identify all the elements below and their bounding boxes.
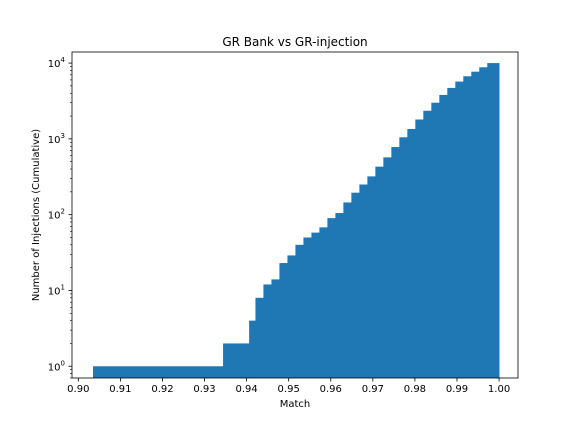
y-tick-exponent: 2 bbox=[61, 208, 65, 216]
y-tick-exponent: 1 bbox=[61, 283, 65, 291]
x-tick-label: 0.92 bbox=[151, 384, 173, 395]
x-axis-ticks: 0.90 0.91 0.92 0.93 0.94 0.95 0.96 0.97 0.98 0.99… bbox=[67, 378, 510, 395]
x-tick-label: 0.91 bbox=[109, 384, 131, 395]
histogram-bar-14 bbox=[343, 202, 352, 378]
histogram-bar-21 bbox=[399, 137, 408, 378]
x-tick-label: 0.93 bbox=[193, 384, 215, 395]
histogram-bar-9 bbox=[303, 237, 312, 378]
histogram-bar-13 bbox=[335, 213, 344, 378]
histogram-bar-1 bbox=[223, 343, 250, 378]
x-tick-label: 0.99 bbox=[446, 384, 468, 395]
histogram-bar-8 bbox=[295, 244, 304, 378]
y-tick-base: 10 bbox=[48, 59, 61, 70]
histogram-bar-22 bbox=[407, 128, 416, 378]
x-axis-label: Match bbox=[280, 399, 311, 410]
histogram-bar-12 bbox=[327, 218, 336, 378]
y-axis-label: Number of Injections (Cumulative) bbox=[31, 129, 42, 301]
y-tick-label: 103 bbox=[48, 132, 65, 146]
histogram-bar-24 bbox=[423, 110, 432, 378]
y-tick-exponent: 3 bbox=[61, 132, 65, 140]
histogram-bar-0 bbox=[93, 366, 224, 378]
x-tick-label: 0.95 bbox=[278, 384, 300, 395]
histogram-bar-25 bbox=[431, 102, 440, 379]
histogram-bar-11 bbox=[319, 227, 328, 378]
histogram-bar-2 bbox=[249, 320, 256, 378]
histogram-bar-26 bbox=[439, 94, 448, 379]
histogram-bar-32 bbox=[487, 63, 500, 378]
y-tick-label: 100 bbox=[48, 359, 65, 373]
histogram-bar-7 bbox=[287, 255, 296, 378]
histogram-bar-5 bbox=[271, 279, 280, 378]
y-tick-base: 10 bbox=[48, 286, 61, 297]
x-tick-label: 0.97 bbox=[362, 384, 384, 395]
y-tick-base: 10 bbox=[48, 135, 61, 146]
histogram-bar-3 bbox=[255, 297, 264, 378]
x-tick-label: 0.98 bbox=[404, 384, 426, 395]
y-tick-base: 10 bbox=[48, 211, 61, 222]
histogram-bar-27 bbox=[447, 87, 456, 379]
histogram-bar-17 bbox=[367, 176, 376, 378]
y-tick-label: 101 bbox=[48, 283, 65, 297]
x-tick-label: 0.94 bbox=[235, 384, 257, 395]
histogram-bar-16 bbox=[359, 184, 368, 378]
histogram-bar-18 bbox=[375, 166, 384, 378]
histogram-bar-6 bbox=[279, 263, 288, 378]
histogram-bars bbox=[93, 63, 500, 379]
y-tick-exponent: 0 bbox=[61, 359, 65, 367]
histogram-bar-31 bbox=[479, 67, 488, 378]
chart-title: GR Bank vs GR-injection bbox=[222, 35, 367, 49]
y-tick-exponent: 4 bbox=[61, 56, 66, 64]
histogram-bar-10 bbox=[311, 232, 320, 378]
histogram-bar-15 bbox=[351, 192, 360, 378]
x-tick-label: 0.90 bbox=[67, 384, 89, 395]
y-tick-label: 102 bbox=[48, 208, 65, 222]
histogram-bar-4 bbox=[263, 284, 272, 378]
histogram-bar-20 bbox=[391, 147, 400, 378]
x-tick-label: 1.00 bbox=[488, 384, 510, 395]
histogram-bar-28 bbox=[455, 81, 464, 378]
x-tick-label: 0.96 bbox=[320, 384, 342, 395]
y-tick-base: 10 bbox=[48, 362, 61, 373]
histogram-bar-23 bbox=[415, 119, 424, 379]
histogram-bar-30 bbox=[471, 71, 480, 379]
histogram-bar-19 bbox=[383, 157, 392, 378]
y-tick-label: 104 bbox=[48, 56, 66, 70]
histogram-bar-29 bbox=[463, 76, 472, 378]
